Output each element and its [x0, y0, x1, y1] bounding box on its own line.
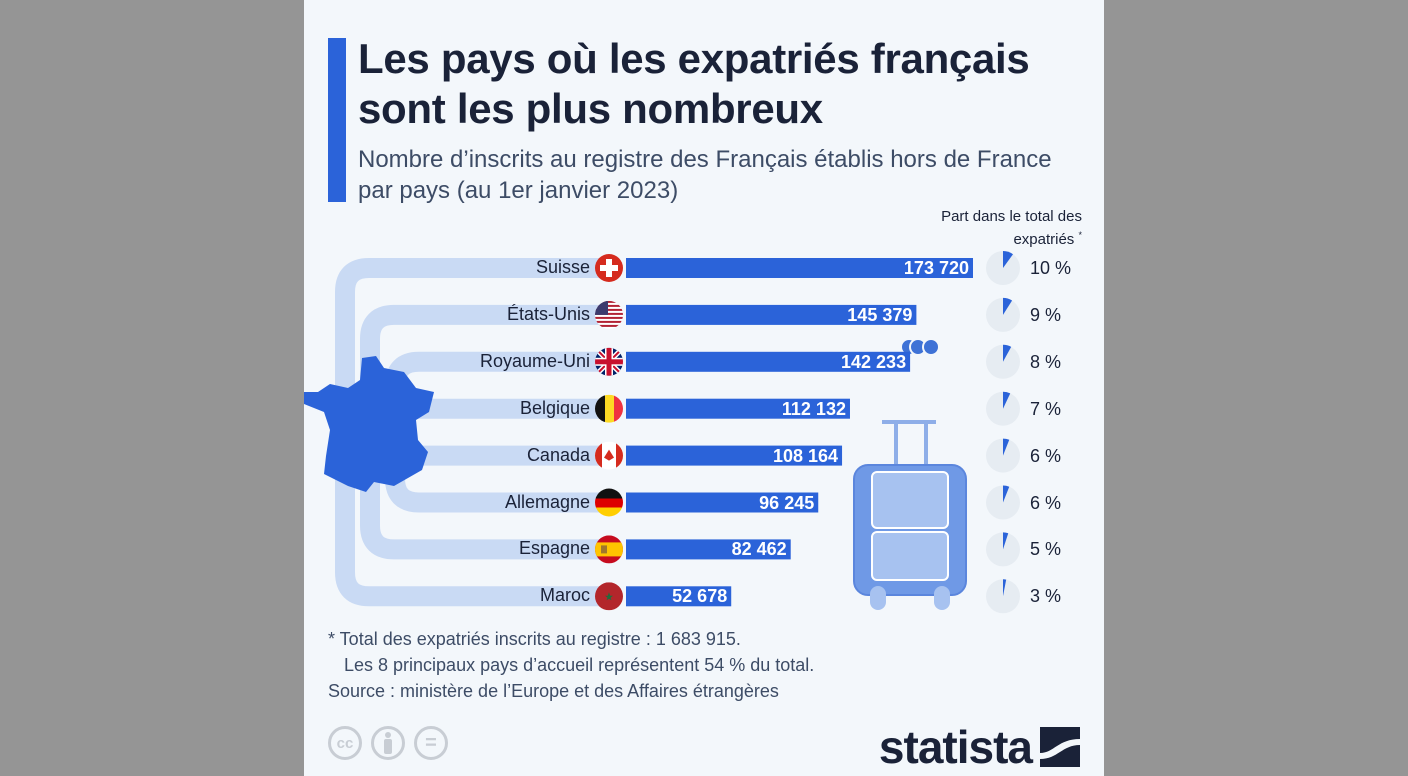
bar-4 [626, 398, 850, 419]
value-label: 145 379 [847, 304, 913, 325]
ch-flag-icon [595, 254, 623, 282]
share-label: 5 % [1030, 539, 1062, 560]
bar-1 [626, 258, 973, 278]
value-label: 52 678 [672, 586, 728, 607]
footnotes: * Total des expatriés inscrits au regist… [328, 626, 814, 704]
flag-part [614, 394, 623, 423]
statista-logo-icon [1040, 727, 1080, 767]
bar-3 [626, 351, 911, 372]
country-label: Suisse [535, 257, 590, 277]
suitcase-pocket [871, 531, 949, 581]
share-label: 7 % [1030, 398, 1062, 419]
flag-part [595, 320, 623, 323]
suitcase-illustration [853, 420, 967, 610]
flag-part [595, 300, 623, 303]
es-flag-icon [595, 535, 623, 564]
france-map [304, 356, 434, 492]
brand-name: statista [878, 721, 1033, 773]
connector-track [385, 351, 604, 513]
share-header: Part dans le total des expatriés * [922, 208, 1082, 249]
flag-part [595, 498, 623, 508]
share-pie-slice [1003, 344, 1012, 362]
uk-flag-icon [595, 347, 623, 376]
country-label: États-Unis [506, 303, 590, 324]
share-label: 10 % [1030, 258, 1072, 278]
country-label: Espagne [518, 538, 590, 559]
statista-logo[interactable]: statista [879, 724, 1080, 770]
share-label: 9 % [1030, 304, 1062, 325]
value-label: 96 245 [759, 492, 815, 513]
country-label: Belgique [519, 397, 590, 418]
us-flag-icon [595, 300, 623, 329]
bar-7 [626, 539, 791, 560]
decorative-dot [922, 338, 940, 356]
flag-part [595, 300, 608, 315]
share-pie-slice [1003, 532, 1009, 550]
country-label: Royaume-Uni [479, 350, 590, 371]
bar-2 [626, 304, 917, 325]
ma-flag-icon [595, 582, 623, 611]
chart-canvas [304, 251, 1020, 614]
share-label: 6 % [1030, 492, 1062, 513]
no-derivatives-icon[interactable]: = [414, 726, 448, 760]
be-flag-icon [595, 394, 623, 423]
suitcase-pocket [871, 471, 949, 529]
attribution-icon[interactable] [371, 726, 405, 760]
share-pie-slice [1003, 485, 1010, 503]
chart-title: Les pays où les expatriés français sont … [358, 35, 1030, 132]
ca-flag-icon [595, 441, 623, 470]
share-label: 6 % [1030, 445, 1062, 466]
flag-part [595, 316, 623, 319]
flag-part [604, 449, 614, 461]
flag-part [595, 312, 623, 315]
country-label: Maroc [539, 585, 590, 606]
flag-part [616, 441, 623, 470]
value-label: 82 462 [731, 539, 787, 560]
share-pie-slice [1003, 438, 1010, 456]
share-pie-slice [1003, 391, 1011, 409]
value-label: 173 720 [903, 258, 969, 278]
share-pie-slice [1003, 251, 1013, 268]
suitcase-wheel [870, 586, 886, 610]
license-icons: cc = [328, 726, 448, 760]
flag-part [595, 507, 623, 517]
country-label: Canada [526, 444, 590, 465]
note-share: Les 8 principaux pays d’accueil représen… [344, 655, 815, 675]
share-label: 8 % [1030, 351, 1062, 372]
connector-track [404, 398, 604, 466]
flag-part [595, 304, 623, 307]
value-label: 108 164 [772, 445, 839, 466]
bar-5 [626, 445, 843, 466]
value-label: 142 233 [841, 351, 907, 372]
flag-part [600, 265, 618, 271]
share-label: 3 % [1030, 586, 1062, 607]
bar-8 [626, 586, 732, 607]
value-label: 112 132 [781, 398, 846, 419]
flag-part [595, 488, 623, 499]
de-flag-icon [595, 488, 623, 517]
country-label: Allemagne [504, 491, 590, 512]
bar-6 [626, 492, 819, 513]
note-total: * Total des expatriés inscrits au regist… [328, 629, 741, 649]
cc-icon[interactable]: cc [328, 726, 362, 760]
flag-part [595, 441, 602, 470]
suitcase-wheel [934, 586, 950, 610]
share-pie-slice [1003, 297, 1013, 315]
chart-subtitle: Nombre d’inscrits au registre des França… [358, 146, 1052, 204]
flag-part [595, 324, 623, 327]
flag-part [595, 308, 623, 311]
title-accent-bar [328, 38, 346, 202]
share-header-mark: * [1078, 230, 1082, 240]
source: Source : ministère de l’Europe et des Af… [328, 681, 779, 701]
share-pie-slice [1003, 579, 1007, 597]
flag-part [605, 592, 613, 601]
share-header-text: Part dans le total des expatriés [941, 208, 1082, 248]
flag-part [605, 394, 614, 423]
infographic-card: Les pays où les expatriés français sont … [304, 0, 1104, 776]
flag-part [601, 545, 607, 554]
flag-part [595, 394, 605, 423]
flag-part [595, 359, 623, 365]
flag-part [595, 542, 623, 557]
